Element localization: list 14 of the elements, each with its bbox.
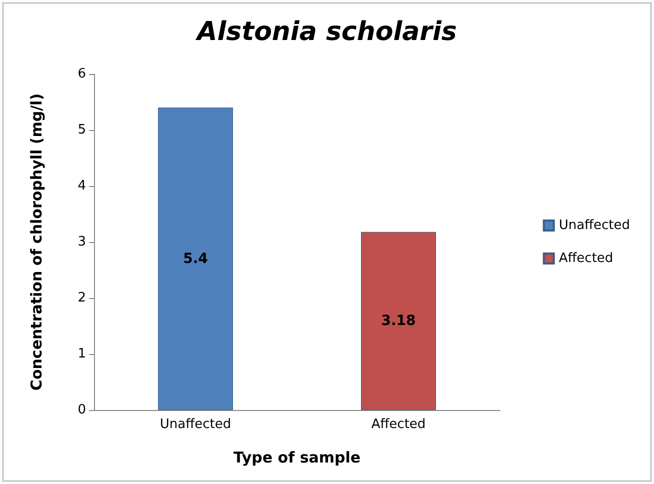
data-label: 3.18 (381, 312, 416, 329)
y-tick-label: 2 (78, 290, 86, 306)
y-axis-title: Concentration of chlorophyll (mg/l) (28, 93, 46, 391)
chart-title: Alstonia scholaris (195, 17, 457, 47)
y-tick-label: 6 (78, 66, 86, 82)
y-tick-label: 1 (78, 346, 86, 362)
data-label: 5.4 (183, 250, 208, 267)
y-tick-label: 4 (78, 178, 86, 194)
x-axis-title: Type of sample (233, 448, 361, 466)
y-tick-label: 3 (78, 234, 86, 250)
y-tick-label: 5 (78, 122, 86, 138)
y-tick-label: 0 (78, 402, 86, 418)
legend-label: Unaffected (558, 218, 630, 233)
legend-label: Affected (558, 251, 614, 266)
